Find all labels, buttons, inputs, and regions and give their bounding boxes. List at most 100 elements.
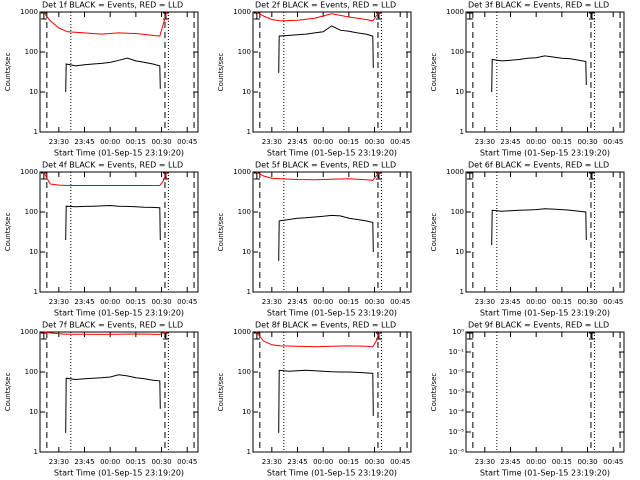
x-tick-label: 23:45: [74, 458, 94, 466]
y-tick-label: 100: [25, 368, 38, 376]
x-tick-label: 00:15: [552, 458, 572, 466]
x-tick-label: 00:45: [177, 298, 197, 306]
y-tick-label: 1000: [233, 8, 251, 16]
chart-title: Det 1f BLACK = Events, RED = LLD: [42, 1, 183, 10]
plot-frame: [465, 331, 625, 453]
x-tick-label: 23:45: [500, 458, 520, 466]
y-tick-label: 10: [455, 88, 464, 96]
plot-frame: [39, 331, 199, 453]
x-tick-label: 00:30: [364, 298, 384, 306]
chart-title: Det 7f BLACK = Events, RED = LLD: [42, 321, 183, 330]
y-tick-label: 10⁻¹: [449, 348, 465, 356]
x-tick-label: 00:45: [390, 298, 410, 306]
x-tick-label: 23:30: [475, 138, 495, 146]
chart-title: Det 6f BLACK = Events, RED = LLD: [468, 161, 609, 170]
y-tick-label: 1000: [20, 8, 38, 16]
x-tick-label: 23:30: [49, 458, 69, 466]
x-tick-label: 23:45: [500, 298, 520, 306]
y-tick-label: 1000: [233, 168, 251, 176]
y-tick-label: 10⁻⁵: [449, 428, 465, 436]
marker-icon: [588, 172, 595, 180]
y-tick-label: 10: [242, 408, 251, 416]
x-tick-label: 00:45: [603, 458, 623, 466]
series-line: [256, 11, 381, 22]
x-tick-label: 00:15: [339, 298, 359, 306]
y-tick-label: 1: [34, 288, 38, 296]
plot-frame: [465, 11, 625, 133]
series-line: [43, 331, 167, 335]
chart-title: Det 8f BLACK = Events, RED = LLD: [255, 321, 396, 330]
marker-icon: [588, 332, 595, 340]
x-tick-label: 00:00: [526, 138, 546, 146]
y-tick-label: 100: [451, 48, 464, 56]
y-tick-label: 100: [25, 48, 38, 56]
x-axis-label: Start Time (01-Sep-15 23:19:20): [480, 309, 610, 318]
y-axis-label: Counts/sec: [430, 53, 438, 92]
y-tick-label: 100: [451, 208, 464, 216]
series-line: [491, 55, 587, 93]
x-tick-label: 00:15: [339, 458, 359, 466]
y-tick-label: 10⁻³: [449, 388, 465, 396]
plot-frame: [39, 11, 199, 133]
marker-icon: [466, 172, 473, 180]
y-tick-label: 1000: [446, 8, 464, 16]
x-tick-label: 00:45: [177, 138, 197, 146]
chart-title: Det 4f BLACK = Events, RED = LLD: [42, 161, 183, 170]
marker-icon: [40, 332, 47, 340]
x-tick-label: 00:30: [364, 458, 384, 466]
x-tick-label: 00:00: [313, 298, 333, 306]
y-tick-label: 10: [29, 248, 38, 256]
plot-frame: [252, 11, 412, 133]
x-tick-label: 00:30: [151, 138, 171, 146]
x-tick-label: 00:30: [364, 138, 384, 146]
x-tick-label: 23:30: [475, 298, 495, 306]
x-tick-label: 00:00: [313, 458, 333, 466]
x-tick-label: 23:30: [262, 138, 282, 146]
x-tick-label: 00:45: [603, 298, 623, 306]
y-tick-label: 1000: [233, 328, 251, 336]
y-tick-label: 10⁰: [452, 328, 464, 336]
x-tick-label: 00:45: [603, 138, 623, 146]
y-tick-label: 10⁻⁴: [449, 408, 465, 416]
y-axis-label: Counts/sec: [217, 373, 225, 412]
x-tick-label: 00:45: [390, 138, 410, 146]
x-tick-label: 23:45: [287, 138, 307, 146]
plot-frame: [252, 331, 412, 453]
y-axis-label: Counts/sec: [430, 213, 438, 252]
x-tick-label: 23:30: [262, 458, 282, 466]
x-axis-label: Start Time (01-Sep-15 23:19:20): [480, 469, 610, 478]
x-tick-label: 00:30: [577, 458, 597, 466]
chart-title: Det 3f BLACK = Events, RED = LLD: [468, 1, 609, 10]
x-tick-label: 23:45: [74, 138, 94, 146]
x-tick-label: 23:30: [475, 458, 495, 466]
x-tick-label: 23:45: [287, 298, 307, 306]
x-tick-label: 00:15: [126, 138, 146, 146]
x-tick-label: 00:00: [526, 298, 546, 306]
x-tick-label: 00:45: [390, 458, 410, 466]
x-tick-label: 23:30: [49, 298, 69, 306]
series-line: [491, 208, 587, 246]
y-tick-label: 100: [238, 208, 251, 216]
x-tick-label: 00:00: [100, 298, 120, 306]
x-tick-label: 23:30: [49, 138, 69, 146]
chart-title: Det 2f BLACK = Events, RED = LLD: [255, 1, 396, 10]
x-tick-label: 00:30: [577, 138, 597, 146]
y-tick-label: 1: [34, 448, 38, 456]
y-axis-label: Counts/sec: [217, 53, 225, 92]
y-tick-label: 1: [460, 288, 464, 296]
x-tick-label: 23:30: [262, 298, 282, 306]
series-line: [256, 331, 381, 348]
x-tick-label: 23:45: [74, 298, 94, 306]
x-tick-label: 23:45: [500, 138, 520, 146]
x-axis-label: Start Time (01-Sep-15 23:19:20): [54, 309, 184, 318]
y-tick-label: 100: [25, 208, 38, 216]
series-line: [256, 171, 381, 181]
x-tick-label: 00:15: [339, 138, 359, 146]
x-tick-label: 00:30: [151, 298, 171, 306]
marker-icon: [588, 12, 595, 20]
series-line: [278, 214, 374, 261]
y-tick-label: 10: [29, 408, 38, 416]
x-axis-label: Start Time (01-Sep-15 23:19:20): [480, 149, 610, 158]
x-tick-label: 00:15: [126, 458, 146, 466]
